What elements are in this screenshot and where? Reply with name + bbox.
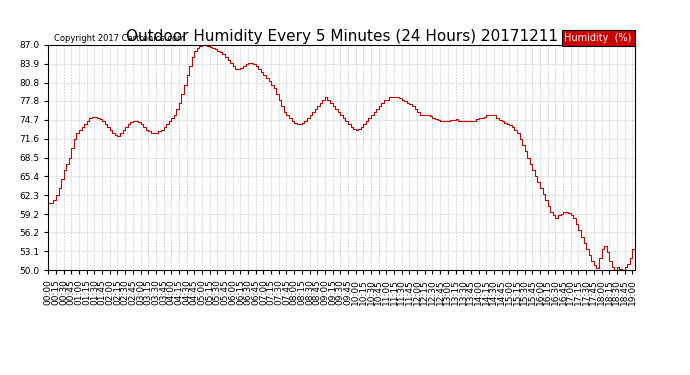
Text: Humidity  (%): Humidity (%) <box>564 33 632 43</box>
Text: Copyright 2017 Cartronics.com: Copyright 2017 Cartronics.com <box>55 34 186 43</box>
Title: Outdoor Humidity Every 5 Minutes (24 Hours) 20171211: Outdoor Humidity Every 5 Minutes (24 Hou… <box>126 29 558 44</box>
